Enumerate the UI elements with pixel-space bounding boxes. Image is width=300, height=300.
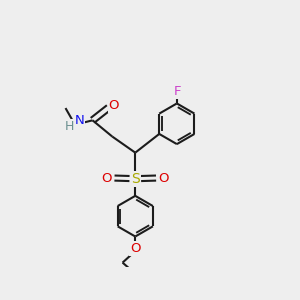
Text: N: N <box>74 114 84 127</box>
Text: H: H <box>65 120 75 133</box>
Text: O: O <box>130 242 140 255</box>
Text: S: S <box>131 172 140 186</box>
Text: F: F <box>174 85 181 98</box>
Text: O: O <box>109 99 119 112</box>
Text: O: O <box>158 172 169 184</box>
Text: O: O <box>102 172 112 184</box>
